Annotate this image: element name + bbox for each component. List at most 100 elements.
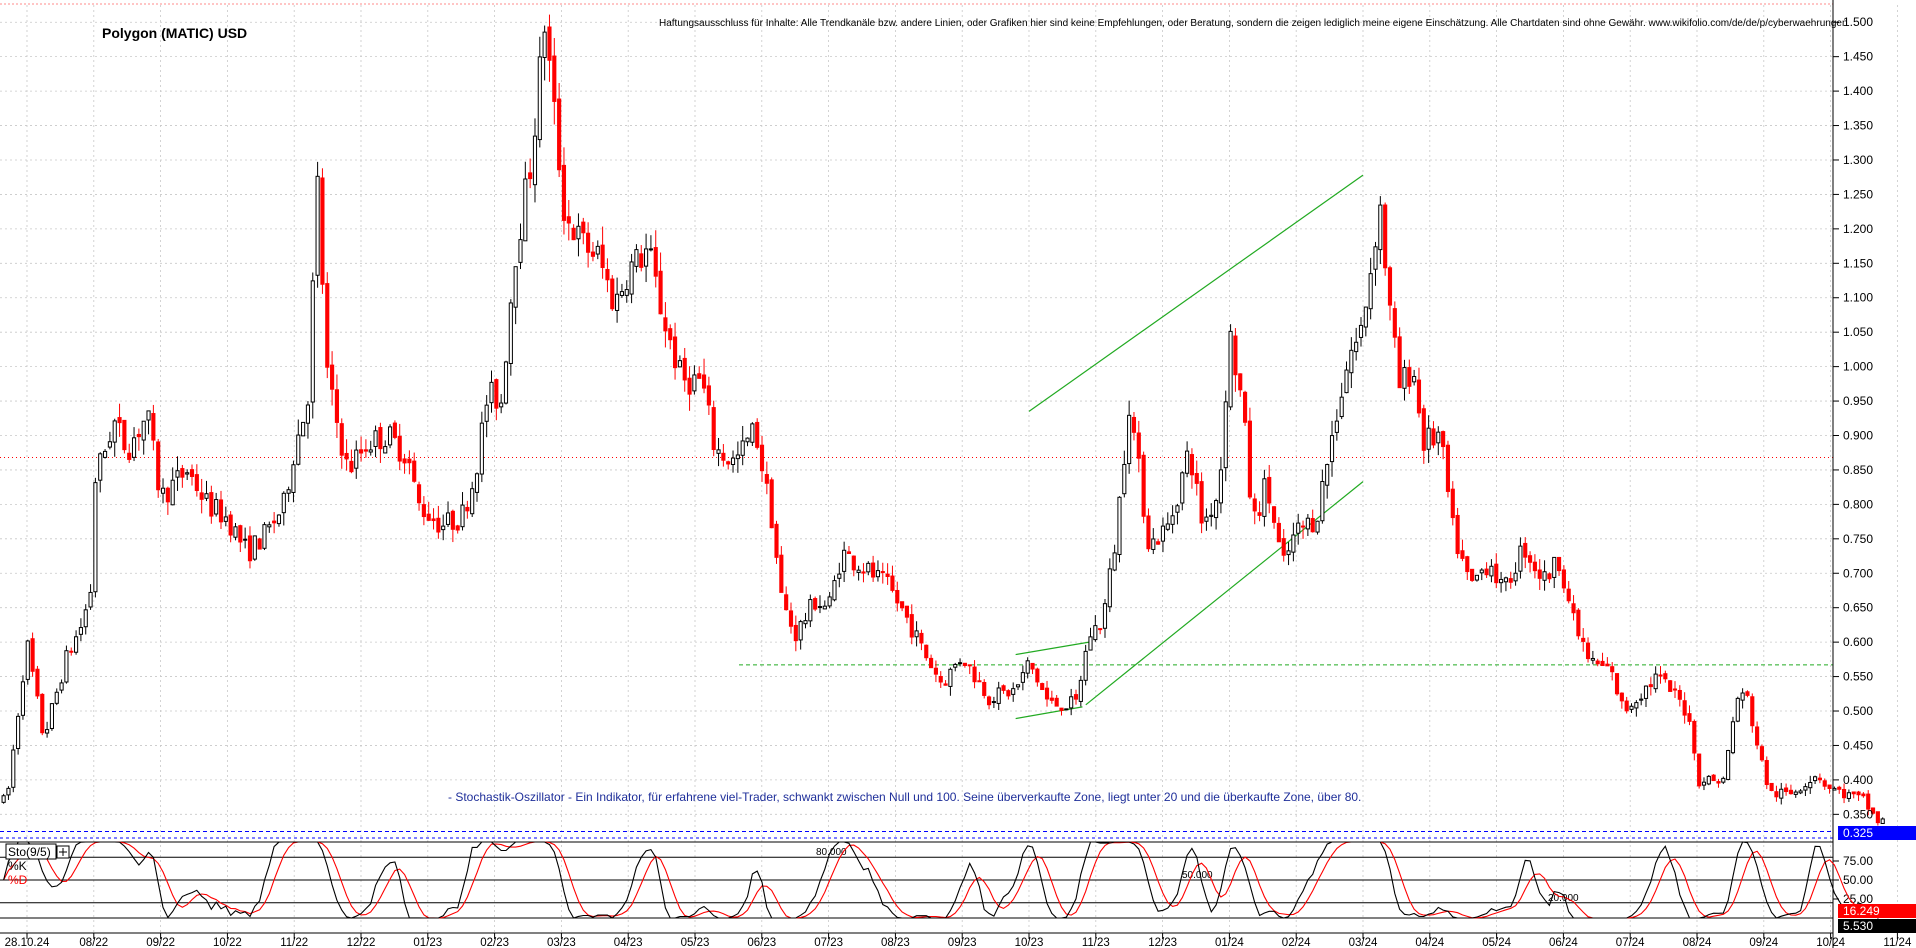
candle-body <box>1571 603 1576 614</box>
candle-body <box>330 364 335 390</box>
candle-body <box>1605 663 1610 667</box>
price-tick-label: 1.100 <box>1843 291 1873 305</box>
candle-body <box>320 177 325 285</box>
candle-body <box>1441 431 1446 448</box>
candle-body <box>416 484 422 504</box>
candle-body <box>1131 416 1137 433</box>
candle-body <box>663 317 668 332</box>
candle-body <box>1788 789 1793 795</box>
candle-body <box>334 389 339 423</box>
candle-body <box>1426 427 1431 450</box>
candle-body <box>474 473 480 493</box>
candle-body <box>600 244 605 268</box>
candle-body <box>1528 555 1533 563</box>
candle-body <box>494 379 499 409</box>
candle-body <box>735 454 740 460</box>
candle-body <box>479 422 484 475</box>
price-tick-label: 1.250 <box>1843 187 1873 201</box>
candle-body <box>1682 700 1687 716</box>
candle-body <box>909 614 914 638</box>
candle-body <box>64 650 69 683</box>
candle-body <box>344 452 349 460</box>
candle-body <box>991 701 996 704</box>
candle-body <box>832 580 837 601</box>
candle-body <box>272 520 277 524</box>
candle-body <box>291 464 296 493</box>
candles <box>1 14 1885 826</box>
candle-body <box>1257 512 1262 516</box>
candle-body <box>1556 556 1562 572</box>
candle-body <box>1281 538 1286 556</box>
candle-body <box>359 449 364 454</box>
candle-body <box>1373 246 1378 270</box>
price-badge-value: 0.325 <box>1843 826 1873 840</box>
candle-body <box>296 434 301 465</box>
indicator-legend: Sto(9/5) %K %D <box>5 843 70 887</box>
candle-body <box>363 449 368 452</box>
date-axis: 28.10.24 08/22 09/22 10/22 11/22 12/22 01/23 02… <box>0 932 1912 948</box>
candle-body <box>929 657 934 669</box>
candle-body <box>1006 690 1011 697</box>
candle-body <box>1465 556 1470 573</box>
date-tick-label: 07/23 <box>814 937 843 948</box>
candle-body <box>1344 369 1349 394</box>
candle-body <box>1445 444 1451 492</box>
price-axis: 1.500 1.450 1.400 1.350 1.300 1.250 1.200 1.150… <box>1832 0 1873 948</box>
candle-body <box>378 427 383 450</box>
candle-body <box>856 569 861 573</box>
candle-body <box>503 361 509 404</box>
candle-body <box>871 562 876 578</box>
candle-body <box>25 640 30 680</box>
candle-body <box>1668 680 1673 692</box>
candle-body <box>1271 506 1277 523</box>
candle-body <box>238 525 243 543</box>
candle-body <box>1291 534 1296 553</box>
candle-body <box>117 417 122 424</box>
candle-body <box>745 437 750 443</box>
date-tick-label: 09/22 <box>146 937 175 948</box>
candle-body <box>1088 636 1093 651</box>
candle-body <box>1619 692 1624 702</box>
candle-body <box>1523 542 1528 558</box>
candle-body <box>513 266 518 308</box>
candle-body <box>1276 522 1281 543</box>
candle-body <box>223 516 228 522</box>
candle-body <box>20 681 26 716</box>
candle-body <box>914 630 919 638</box>
price-tick-label: 0.650 <box>1843 601 1873 615</box>
candle-body <box>1378 204 1383 251</box>
candle-body <box>1870 807 1876 814</box>
candle-body <box>1011 688 1016 695</box>
candle-body <box>1223 401 1228 469</box>
candle-body <box>1658 674 1663 677</box>
candle-body <box>924 644 929 659</box>
candle-body <box>1856 791 1861 796</box>
candle-body <box>1750 696 1755 727</box>
candle-body <box>214 499 219 515</box>
candle-body <box>528 172 533 180</box>
candle-body <box>561 164 567 221</box>
candle-body <box>1576 609 1581 637</box>
candle-body <box>1040 683 1045 691</box>
candle-body <box>228 514 233 536</box>
candle-body <box>412 460 417 482</box>
stochastic-panel: 75.00 50.00 25.00 80.000 50.000 20.000 <box>0 841 1883 919</box>
candle-body <box>1697 753 1702 787</box>
candle-body <box>1127 414 1132 465</box>
candle-body <box>1610 666 1615 673</box>
candle-body <box>508 302 513 364</box>
price-tick-label: 0.850 <box>1843 463 1873 477</box>
candle-body <box>1817 777 1822 781</box>
candle-body <box>1247 420 1252 498</box>
candle-body <box>1194 473 1199 484</box>
candle-body <box>1474 574 1480 581</box>
candle-body <box>1069 696 1074 709</box>
price-tick-label: 1.000 <box>1843 360 1873 374</box>
candle-body <box>861 571 866 574</box>
candle-body <box>165 487 170 503</box>
candle-body <box>252 535 257 560</box>
candle-body <box>1866 793 1871 810</box>
trendline <box>1028 174 1364 412</box>
trendline <box>1015 641 1090 656</box>
